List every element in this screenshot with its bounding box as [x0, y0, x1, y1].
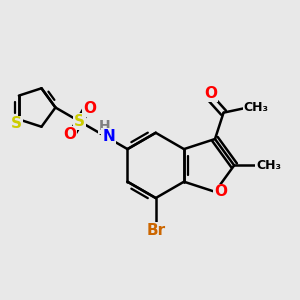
Text: Br: Br: [146, 223, 165, 238]
Text: N: N: [102, 128, 115, 143]
Text: CH₃: CH₃: [243, 101, 268, 114]
Text: O: O: [214, 184, 227, 199]
Text: S: S: [74, 114, 85, 129]
Text: H: H: [99, 119, 111, 133]
Text: O: O: [83, 101, 96, 116]
Text: O: O: [204, 86, 217, 101]
Text: S: S: [11, 116, 22, 131]
Text: CH₃: CH₃: [256, 159, 281, 172]
Text: O: O: [63, 127, 76, 142]
